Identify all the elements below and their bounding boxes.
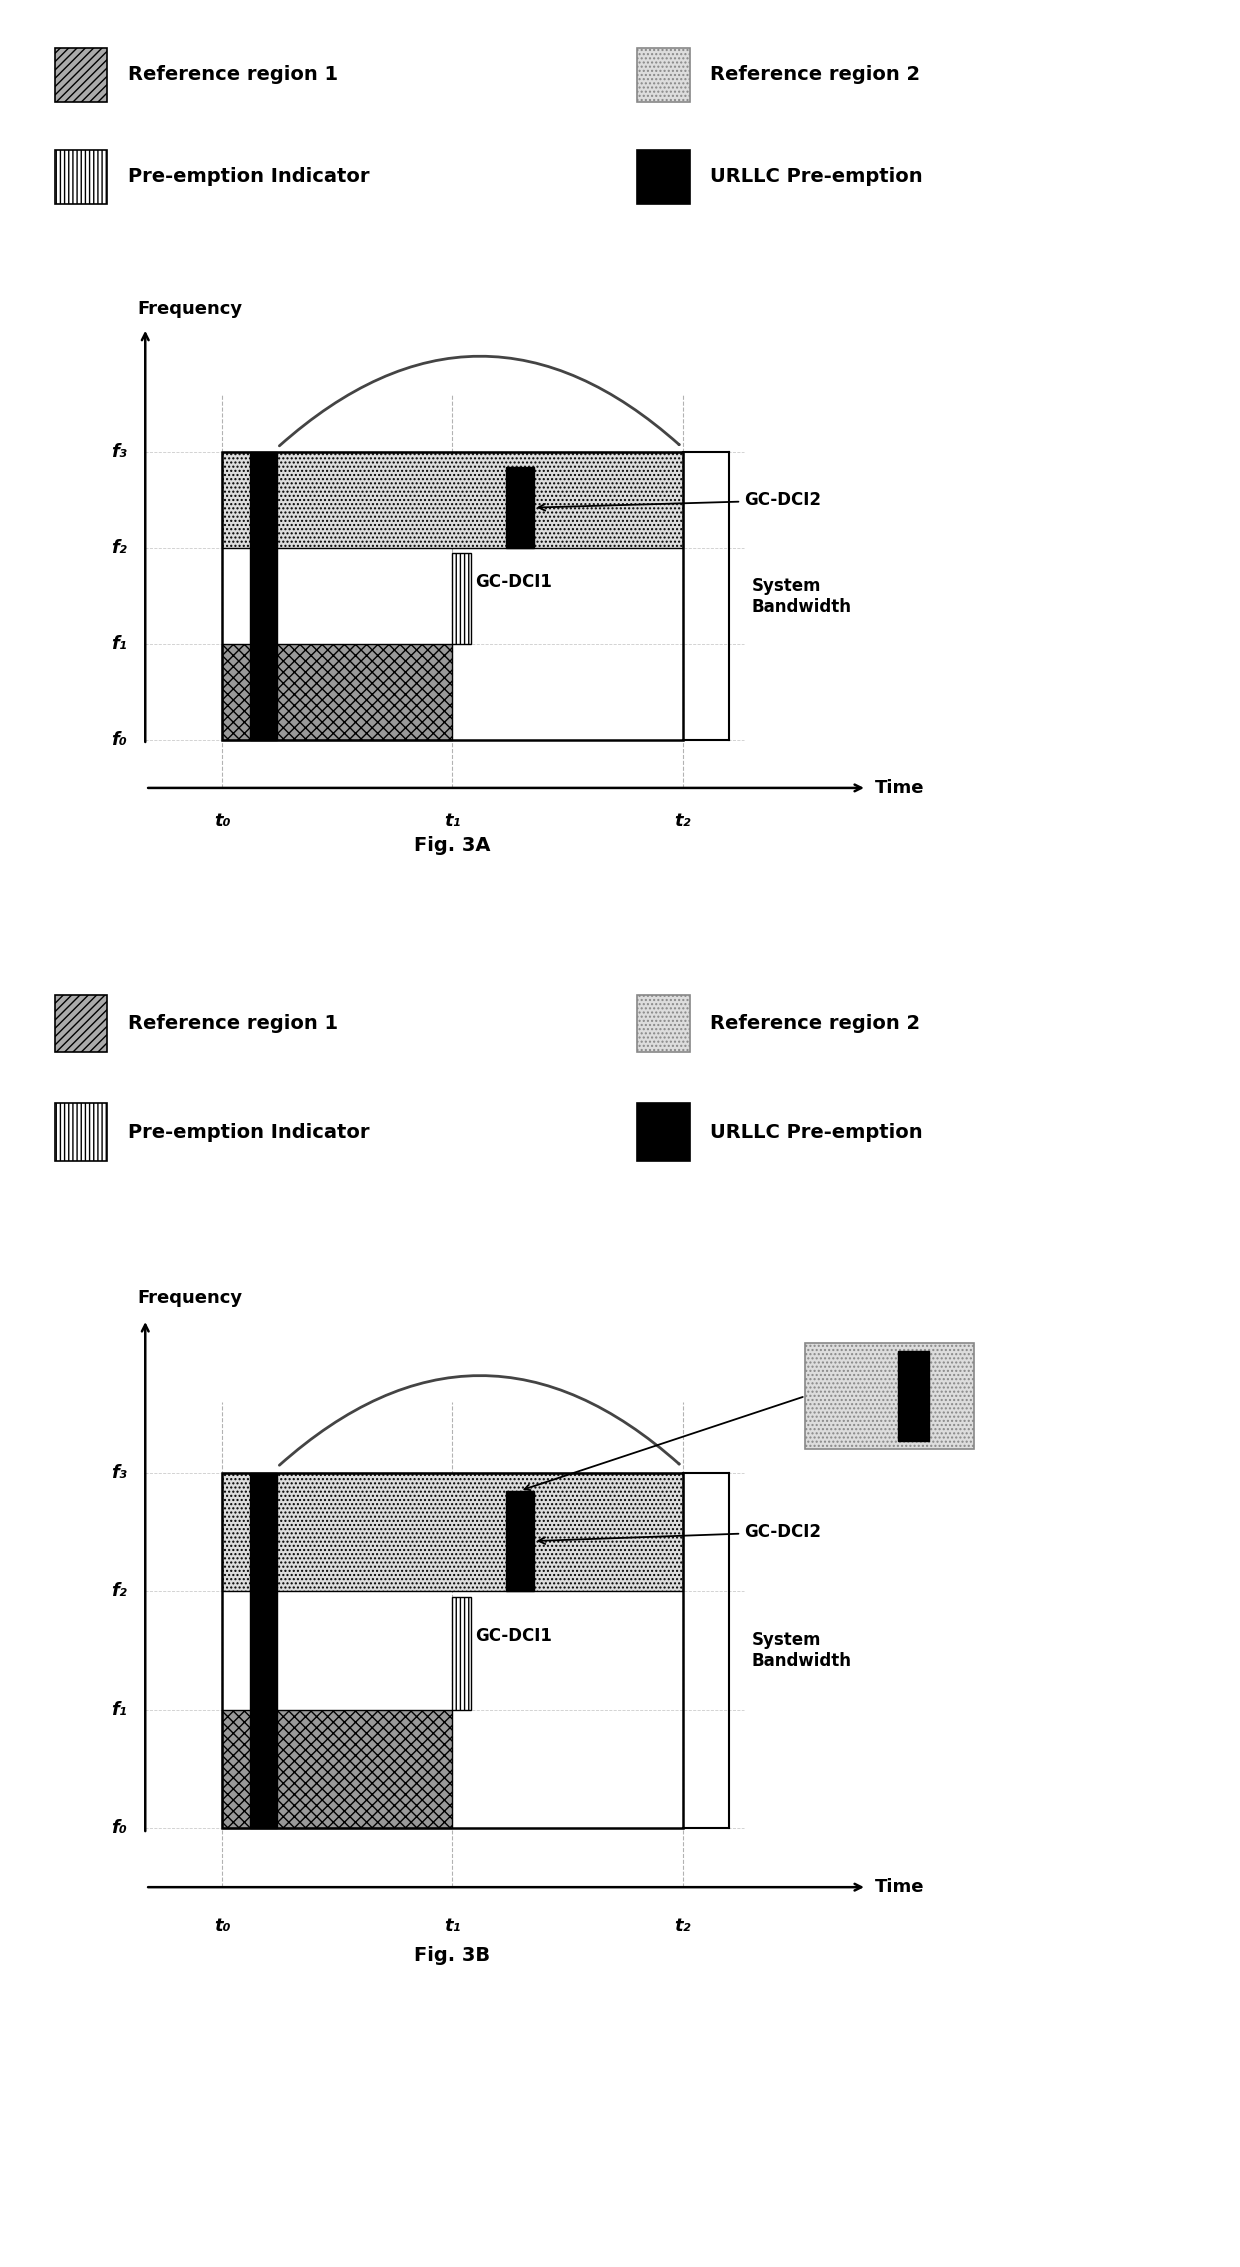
Bar — [453, 1598, 471, 1709]
Text: GC-DCI1: GC-DCI1 — [475, 1628, 552, 1644]
Text: f₁: f₁ — [112, 1700, 126, 1718]
Text: f₃: f₃ — [112, 1464, 126, 1483]
Text: f₂: f₂ — [112, 540, 126, 558]
Bar — [222, 644, 453, 739]
FancyArrowPatch shape — [279, 1376, 680, 1464]
Text: t₁: t₁ — [444, 1918, 460, 1934]
Bar — [637, 995, 689, 1052]
Text: f₂: f₂ — [112, 1582, 126, 1601]
Text: GC-DCI2: GC-DCI2 — [538, 492, 821, 510]
Text: Time: Time — [874, 780, 924, 798]
Bar — [222, 453, 682, 549]
Text: Time: Time — [874, 1877, 924, 1895]
Bar — [506, 467, 533, 549]
Text: t₂: t₂ — [675, 812, 691, 830]
Text: GC-DCI2: GC-DCI2 — [538, 1523, 821, 1544]
Text: System
Bandwidth: System Bandwidth — [751, 1630, 852, 1671]
Bar — [222, 1474, 682, 1827]
Bar — [222, 453, 682, 739]
Text: Reference region 1: Reference region 1 — [128, 1013, 337, 1034]
Text: Pre-emption Indicator: Pre-emption Indicator — [128, 168, 370, 186]
Text: f₃: f₃ — [112, 444, 126, 462]
Bar — [806, 1342, 975, 1449]
Bar — [637, 1104, 689, 1161]
Bar — [222, 1709, 453, 1827]
Text: Fig. 3A: Fig. 3A — [414, 837, 491, 855]
Bar — [249, 1474, 278, 1827]
Text: Fig. 3B: Fig. 3B — [414, 1947, 490, 1965]
Bar — [55, 48, 107, 102]
Text: Reference region 2: Reference region 2 — [711, 1013, 920, 1034]
FancyArrowPatch shape — [279, 356, 680, 447]
Bar — [55, 995, 107, 1052]
Text: t₂: t₂ — [675, 1918, 691, 1934]
Bar — [453, 553, 471, 644]
Text: Reference region 2: Reference region 2 — [711, 66, 920, 84]
Text: f₁: f₁ — [112, 635, 126, 653]
Text: System
Bandwidth: System Bandwidth — [751, 576, 852, 617]
Text: Pre-emption Indicator: Pre-emption Indicator — [128, 1122, 370, 1143]
Text: Frequency: Frequency — [138, 299, 243, 317]
Text: t₀: t₀ — [213, 812, 231, 830]
Text: t₀: t₀ — [213, 1918, 231, 1934]
Bar — [55, 1104, 107, 1161]
Bar — [55, 150, 107, 204]
Text: f₀: f₀ — [112, 1818, 126, 1836]
Bar — [637, 48, 689, 102]
Bar — [249, 453, 278, 739]
Bar — [898, 1351, 929, 1442]
Text: Reference region 1: Reference region 1 — [128, 66, 337, 84]
Text: URLLC Pre-emption: URLLC Pre-emption — [711, 1122, 923, 1143]
Bar — [222, 1474, 682, 1591]
Text: Frequency: Frequency — [138, 1290, 243, 1308]
Text: URLLC Pre-emption: URLLC Pre-emption — [711, 168, 923, 186]
Bar — [506, 1492, 533, 1591]
Text: t₁: t₁ — [444, 812, 460, 830]
Text: GC-DCI1: GC-DCI1 — [475, 574, 552, 592]
Bar — [637, 150, 689, 204]
Text: f₀: f₀ — [112, 730, 126, 748]
